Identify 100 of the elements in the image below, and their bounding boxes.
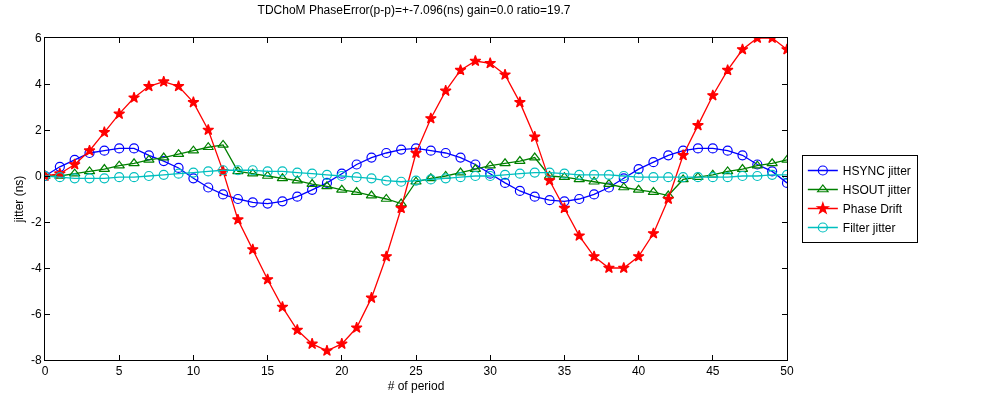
point bbox=[307, 184, 318, 195]
point bbox=[588, 176, 600, 185]
point bbox=[396, 176, 407, 187]
point bbox=[633, 164, 644, 175]
point bbox=[246, 243, 259, 255]
point bbox=[484, 57, 497, 69]
x-tick-label: 35 bbox=[557, 364, 572, 379]
point bbox=[68, 158, 81, 170]
point bbox=[499, 169, 511, 180]
point bbox=[143, 170, 154, 182]
point bbox=[128, 158, 140, 167]
point bbox=[543, 174, 556, 186]
point bbox=[321, 344, 333, 356]
x-tick-label: 10 bbox=[186, 364, 201, 379]
point bbox=[707, 143, 718, 154]
point bbox=[455, 152, 466, 163]
point bbox=[381, 175, 392, 186]
point bbox=[529, 191, 540, 202]
point bbox=[232, 193, 244, 205]
point bbox=[752, 170, 763, 182]
y-axis-title: jitter (ns) bbox=[12, 175, 27, 224]
x-tick-label: 50 bbox=[780, 364, 794, 379]
point bbox=[692, 119, 704, 131]
point bbox=[588, 169, 600, 180]
point bbox=[707, 172, 718, 183]
point bbox=[499, 177, 511, 188]
point bbox=[172, 80, 185, 92]
point bbox=[470, 170, 481, 182]
chart-title: TDChoM PhaseError(p-p)=+-7.096(ns) gain=0.0 ratio=19.7 bbox=[257, 3, 571, 18]
point bbox=[277, 196, 288, 207]
point bbox=[291, 323, 304, 336]
x-axis-title: # of period bbox=[387, 379, 445, 394]
point bbox=[574, 169, 585, 180]
y-tick-label: 6 bbox=[34, 31, 42, 46]
y-tick-label: 4 bbox=[34, 77, 42, 92]
point bbox=[722, 145, 733, 156]
point bbox=[366, 152, 377, 163]
point bbox=[351, 159, 362, 170]
point bbox=[188, 167, 199, 178]
point bbox=[395, 198, 407, 207]
point bbox=[188, 173, 199, 184]
y-tick-label: 2 bbox=[34, 123, 42, 138]
point bbox=[662, 192, 675, 205]
x-tick-label: 25 bbox=[409, 364, 423, 379]
point bbox=[142, 80, 155, 92]
point bbox=[737, 170, 748, 182]
point bbox=[692, 143, 704, 154]
point bbox=[351, 172, 362, 183]
y-tick-label: 0 bbox=[34, 169, 42, 184]
point bbox=[648, 157, 659, 168]
point bbox=[722, 172, 733, 183]
point bbox=[766, 158, 778, 167]
point bbox=[514, 168, 525, 179]
x-tick-label: 30 bbox=[483, 364, 498, 379]
point bbox=[529, 167, 540, 178]
point bbox=[157, 75, 170, 87]
point bbox=[440, 147, 451, 159]
point bbox=[514, 185, 525, 197]
point bbox=[173, 168, 184, 179]
point bbox=[277, 166, 288, 177]
point bbox=[410, 146, 422, 159]
point bbox=[321, 181, 333, 190]
point bbox=[114, 172, 125, 183]
point bbox=[737, 150, 748, 161]
point bbox=[648, 172, 659, 183]
point bbox=[336, 184, 348, 193]
point bbox=[84, 173, 95, 184]
point bbox=[365, 291, 378, 304]
point bbox=[203, 182, 214, 193]
point bbox=[602, 261, 615, 274]
point bbox=[114, 143, 125, 154]
point bbox=[128, 143, 140, 154]
point bbox=[276, 300, 289, 313]
point bbox=[469, 54, 482, 67]
x-tick-label: 20 bbox=[335, 364, 349, 379]
x-tick-label: 45 bbox=[706, 364, 720, 379]
point bbox=[574, 193, 585, 205]
point bbox=[499, 158, 511, 167]
point bbox=[231, 213, 244, 225]
point bbox=[663, 172, 674, 183]
legend-label: Phase Drift bbox=[842, 202, 903, 217]
point bbox=[306, 337, 319, 350]
point bbox=[603, 178, 615, 187]
point bbox=[603, 169, 615, 180]
point bbox=[261, 273, 274, 285]
x-tick-label: 5 bbox=[115, 364, 123, 379]
point bbox=[321, 169, 333, 180]
point bbox=[187, 96, 200, 108]
point bbox=[736, 43, 749, 55]
point bbox=[706, 89, 719, 101]
point bbox=[69, 173, 80, 184]
point bbox=[203, 166, 214, 177]
point bbox=[707, 169, 719, 178]
point bbox=[528, 130, 541, 143]
point bbox=[99, 173, 110, 184]
point bbox=[617, 261, 630, 274]
point bbox=[454, 63, 467, 76]
legend-label: HSOUT jitter bbox=[842, 183, 911, 198]
point bbox=[262, 166, 273, 177]
point bbox=[603, 182, 615, 193]
